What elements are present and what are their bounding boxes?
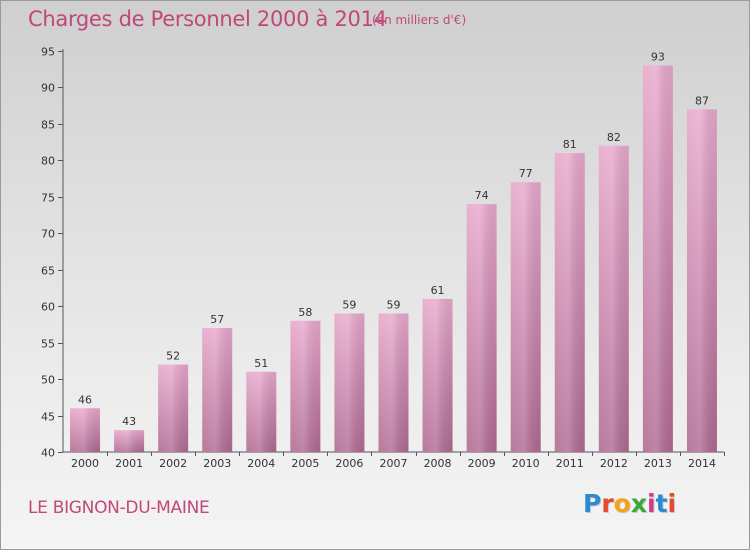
- bar-value-label: 87: [695, 94, 709, 107]
- bar-shine: [510, 182, 541, 452]
- unit-note: (en milliers d'€): [372, 13, 467, 27]
- y-tick-label: 80: [41, 155, 55, 168]
- y-tick-label: 75: [41, 192, 55, 205]
- bar-shine: [334, 313, 365, 452]
- bar-shine: [422, 298, 453, 452]
- bar-value-label: 58: [298, 306, 312, 319]
- x-tick-label: 2008: [424, 457, 452, 470]
- x-tick-label: 2012: [600, 457, 628, 470]
- bar-value-label: 43: [122, 415, 136, 428]
- bar-shine: [598, 145, 629, 453]
- bar-value-label: 59: [387, 298, 401, 311]
- bar-shine: [70, 408, 101, 452]
- logo-letter: P: [583, 489, 602, 518]
- commune-name: LE BIGNON-DU-MAINE: [28, 498, 210, 518]
- bar-value-label: 61: [431, 284, 445, 297]
- bar-value-label: 74: [475, 189, 489, 202]
- logo-letter: i: [667, 489, 677, 518]
- bar-shine: [158, 364, 189, 452]
- x-tick-label: 2006: [335, 457, 363, 470]
- x-tick-label: 2009: [468, 457, 496, 470]
- logo-letter: t: [655, 489, 668, 518]
- y-tick-label: 90: [41, 82, 55, 95]
- bar-shine: [378, 313, 409, 452]
- bar-value-label: 82: [607, 131, 621, 144]
- bar-shine: [246, 371, 277, 452]
- bar-value-label: 57: [210, 313, 224, 326]
- y-tick-label: 85: [41, 119, 55, 132]
- bar-value-label: 81: [563, 138, 577, 151]
- bar-value-label: 51: [254, 357, 268, 370]
- bar-shine: [114, 430, 145, 452]
- x-tick-label: 2000: [71, 457, 99, 470]
- chart-title: Charges de Personnel 2000 à 2014: [28, 7, 387, 31]
- x-tick-label: 2001: [115, 457, 143, 470]
- bar-value-label: 59: [342, 298, 356, 311]
- y-tick-label: 65: [41, 265, 55, 278]
- logo-letter: r: [601, 489, 614, 518]
- bar-shine: [554, 153, 585, 452]
- bar-shine: [290, 320, 321, 452]
- x-tick-label: 2005: [291, 457, 319, 470]
- y-tick-label: 50: [41, 374, 55, 387]
- bar-shine: [202, 328, 233, 452]
- bar-value-label: 46: [78, 393, 92, 406]
- bar-shine: [466, 204, 497, 452]
- x-tick-label: 2014: [688, 457, 716, 470]
- x-tick-label: 2002: [159, 457, 187, 470]
- proxiti-logo: Proxiti: [583, 489, 676, 518]
- bar-value-label: 77: [519, 167, 533, 180]
- y-tick-label: 60: [41, 301, 55, 314]
- x-tick-label: 2007: [380, 457, 408, 470]
- bar-shine: [686, 109, 717, 452]
- y-tick-label: 55: [41, 338, 55, 351]
- bar-value-label: 52: [166, 350, 180, 363]
- logo-letter: x: [630, 489, 647, 518]
- y-tick-label: 95: [41, 46, 55, 59]
- x-tick-label: 2004: [247, 457, 275, 470]
- logo-letter: o: [613, 489, 631, 518]
- y-tick-label: 40: [41, 447, 55, 460]
- y-tick-label: 70: [41, 228, 55, 241]
- x-tick-label: 2011: [556, 457, 584, 470]
- x-tick-label: 2013: [644, 457, 672, 470]
- bar-value-label: 93: [651, 51, 665, 64]
- bar-shine: [642, 65, 673, 452]
- logo-letter: i: [647, 489, 656, 518]
- x-tick-label: 2003: [203, 457, 231, 470]
- y-tick-label: 45: [41, 411, 55, 424]
- x-tick-label: 2010: [512, 457, 540, 470]
